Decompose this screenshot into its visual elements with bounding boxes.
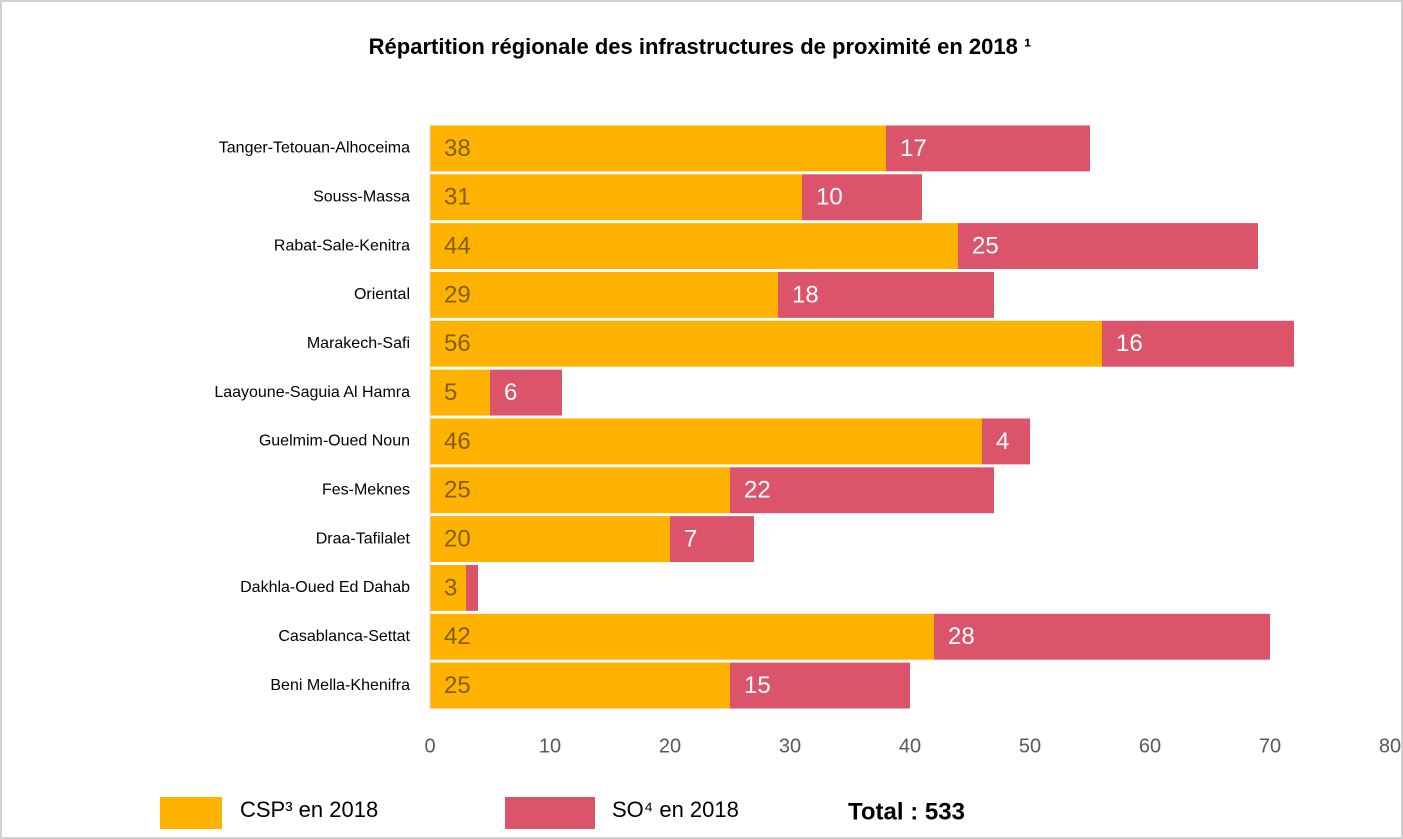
- legend-label: CSP³ en 2018: [240, 797, 378, 822]
- x-tick-label: 80: [1379, 735, 1401, 757]
- x-tick-label: 50: [1019, 735, 1041, 757]
- data-label: 4: [996, 428, 1009, 455]
- y-tick-label: Draa-Tafilalet: [316, 530, 411, 547]
- data-label: 20: [444, 525, 471, 552]
- data-label: 25: [444, 477, 471, 504]
- data-label: 17: [900, 135, 927, 162]
- y-tick-label: Casablanca-Settat: [278, 628, 410, 645]
- data-label: 44: [444, 232, 471, 259]
- data-label: 7: [684, 525, 697, 552]
- bar-segment: [490, 369, 562, 416]
- bar-segment: [670, 516, 754, 563]
- chart-title: Répartition régionale des infrastructure…: [369, 34, 1032, 59]
- data-label: 25: [444, 672, 471, 699]
- bar-segment: [430, 516, 670, 563]
- x-tick-label: 20: [659, 735, 681, 757]
- bar-segment: [430, 320, 1102, 367]
- data-label: 56: [444, 330, 471, 357]
- bar-segment: [430, 564, 466, 611]
- data-label: 22: [744, 477, 771, 504]
- x-tick-label: 0: [424, 735, 435, 757]
- bar-segment: [430, 369, 490, 416]
- bar-segment: [958, 223, 1258, 270]
- bar-segment: [430, 418, 982, 465]
- legend-swatch: [160, 797, 222, 829]
- bar-segment: [430, 174, 802, 221]
- y-tick-label: Marakech-Safi: [307, 335, 410, 352]
- data-label: 18: [792, 281, 819, 308]
- y-tick-label: Tanger-Tetouan-Alhoceima: [219, 140, 410, 157]
- bar-segment: [466, 564, 478, 611]
- legend-label: SO⁴ en 2018: [612, 797, 739, 822]
- data-label: 31: [444, 184, 471, 211]
- bar-segment: [886, 125, 1090, 172]
- data-label: 6: [504, 379, 517, 406]
- data-label: 42: [444, 623, 471, 650]
- x-tick-label: 40: [899, 735, 921, 757]
- total-annotation: Total : 533: [848, 798, 965, 825]
- bar-segment: [430, 613, 934, 660]
- x-tick-label: 30: [779, 735, 801, 757]
- y-tick-label: Beni Mella-Khenifra: [270, 677, 410, 694]
- y-tick-label: Laayoune-Saguia Al Hamra: [214, 384, 410, 401]
- bar-segment: [1102, 320, 1294, 367]
- bar-segment: [430, 125, 886, 172]
- data-label: 46: [444, 428, 471, 455]
- y-tick-label: Rabat-Sale-Kenitra: [274, 237, 410, 254]
- x-tick-label: 10: [539, 735, 561, 757]
- data-label: 3: [444, 574, 457, 601]
- y-tick-label: Oriental: [354, 286, 410, 303]
- bar-segment: [934, 613, 1270, 660]
- bar-segment: [430, 662, 730, 709]
- bar-segment: [430, 271, 778, 318]
- data-label: 10: [816, 184, 843, 211]
- y-tick-label: Dakhla-Oued Ed Dahab: [240, 579, 410, 596]
- y-tick-label: Guelmim-Oued Noun: [259, 433, 410, 450]
- x-tick-label: 70: [1259, 735, 1281, 757]
- legend-swatch: [505, 797, 595, 829]
- y-tick-label: Souss-Massa: [313, 188, 410, 205]
- data-label: 38: [444, 135, 471, 162]
- bar-segment: [982, 418, 1030, 465]
- x-tick-label: 60: [1139, 735, 1161, 757]
- data-label: 25: [972, 232, 999, 259]
- data-label: 29: [444, 281, 471, 308]
- bar-segment: [778, 271, 994, 318]
- bar-segment: [730, 467, 994, 514]
- data-label: 16: [1116, 330, 1143, 357]
- bar-segment: [430, 467, 730, 514]
- y-tick-label: Fes-Meknes: [322, 481, 410, 498]
- data-label: 5: [444, 379, 457, 406]
- data-label: 28: [948, 623, 975, 650]
- bar-segment: [730, 662, 910, 709]
- data-label: 15: [744, 672, 771, 699]
- bar-segment: [430, 223, 958, 270]
- bar-segment: [802, 174, 922, 221]
